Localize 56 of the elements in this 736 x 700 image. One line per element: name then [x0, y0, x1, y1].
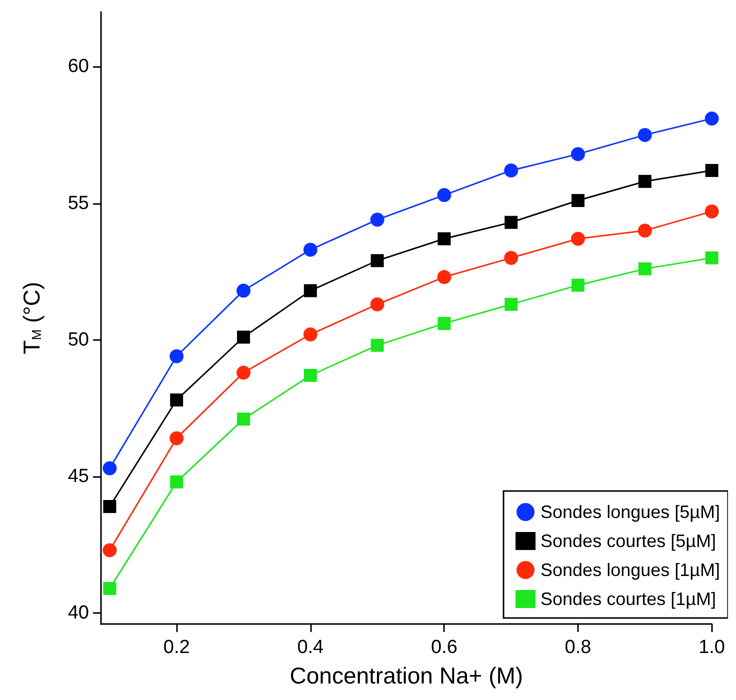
x-tick-label: 0.4: [297, 637, 324, 658]
point: [638, 174, 652, 188]
point: [504, 163, 518, 178]
point: [170, 393, 184, 406]
point: [236, 366, 250, 380]
y-tick-label: 55: [68, 192, 89, 214]
point: [303, 327, 318, 342]
point: [304, 368, 317, 382]
point: [370, 338, 384, 352]
point: [370, 297, 384, 312]
point: [571, 278, 584, 292]
point: [571, 147, 585, 162]
point: [236, 330, 250, 344]
point: [170, 349, 184, 364]
point: [571, 232, 585, 246]
point: [236, 412, 250, 426]
point: [170, 475, 184, 488]
x-tick-label: 0.2: [163, 637, 190, 658]
point: [504, 216, 518, 229]
point: [304, 284, 317, 298]
point: [638, 224, 652, 238]
point: [437, 270, 452, 284]
point: [303, 242, 318, 257]
legend-label: Sondes longues [1µM]: [540, 560, 720, 580]
y-tick-label: 45: [68, 466, 89, 487]
point: [437, 188, 452, 202]
y-tick-label: 40: [68, 602, 89, 624]
point: [704, 204, 719, 218]
point: [705, 251, 718, 264]
point: [438, 232, 451, 246]
point: [571, 194, 584, 208]
legend-label: Sondes courtes [5µM]: [540, 531, 716, 551]
x-tick-label: 0.8: [564, 637, 592, 658]
y-tick-label: 50: [68, 329, 89, 350]
y-tick-label: 60: [68, 56, 89, 78]
x-tick-label: 1.0: [698, 637, 726, 658]
point: [103, 582, 116, 595]
legend-label: Sondes longues [5µM]: [540, 502, 720, 522]
point: [102, 461, 117, 476]
point: [704, 112, 719, 126]
point: [504, 298, 518, 311]
point: [170, 431, 184, 446]
point: [370, 254, 384, 268]
point: [102, 543, 117, 558]
point: [236, 284, 250, 298]
point: [103, 500, 116, 514]
point: [705, 164, 718, 177]
point: [638, 262, 652, 276]
legend-label: Sondes courtes [1µM]: [540, 589, 716, 609]
x-axis-title: Concentration Na+ (M): [290, 662, 524, 688]
point: [370, 212, 384, 227]
point: [504, 250, 518, 265]
point: [638, 128, 652, 142]
point: [438, 316, 451, 330]
x-tick-label: 0.6: [430, 637, 458, 658]
y-axis-title: TM (°C): [18, 282, 44, 354]
